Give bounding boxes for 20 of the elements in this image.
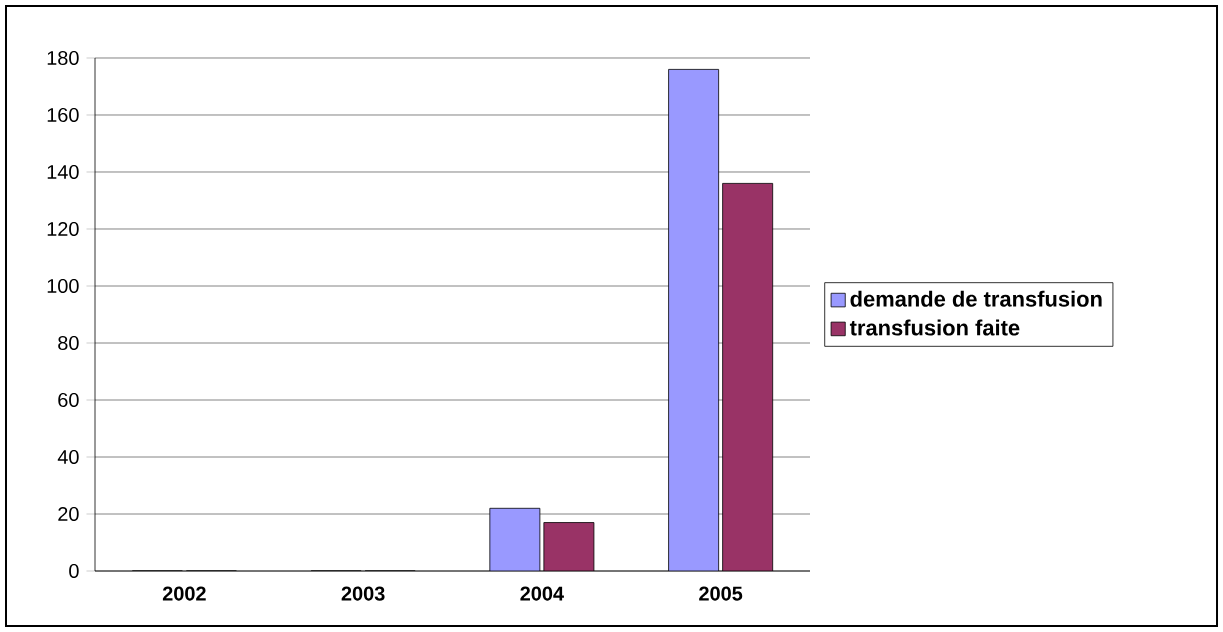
y-tick-label: 120 [47, 221, 79, 237]
bar [543, 522, 594, 571]
y-tick-label: 60 [58, 392, 79, 408]
x-tick-label: 2002 [162, 586, 206, 601]
y-tick-label: 80 [58, 335, 79, 351]
legend-label: demande de transfusion [850, 290, 1102, 307]
bar [489, 508, 540, 571]
y-tick-label: 40 [57, 449, 79, 465]
y-tick-label: 160 [47, 107, 79, 123]
y-tick-label: 20 [58, 506, 79, 522]
y-tick-label: 140 [47, 164, 79, 180]
bar [668, 68, 720, 571]
x-tick-label: 2004 [520, 586, 564, 601]
y-tick-label: 180 [47, 50, 79, 66]
y-tick-label: 0 [69, 563, 79, 579]
x-tick-label: 2005 [699, 586, 743, 601]
bar [722, 183, 774, 571]
legend-label: transfusion faite [849, 319, 1020, 336]
x-tick-label: 2003 [341, 586, 385, 601]
y-tick-label: 100 [47, 278, 79, 294]
